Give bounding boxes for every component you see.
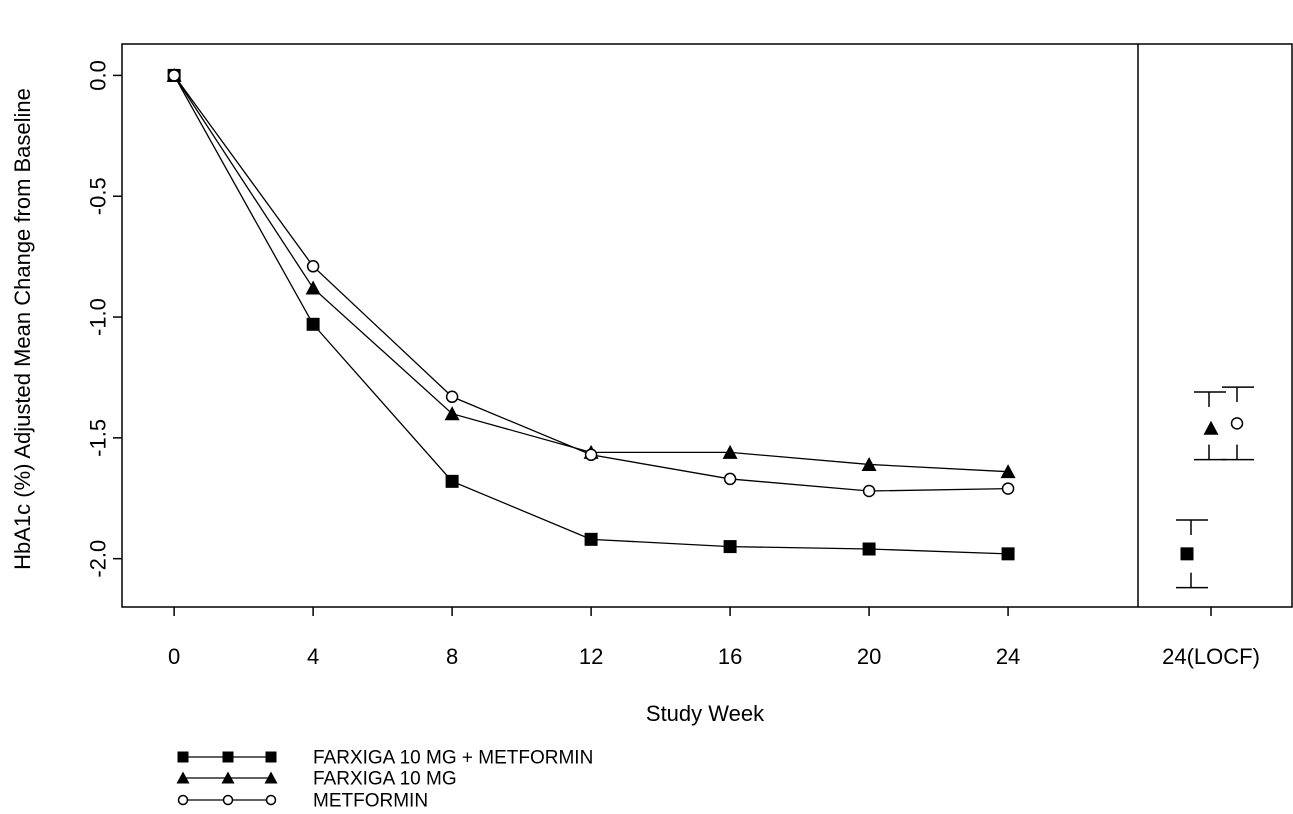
legend-label: METFORMIN: [313, 791, 428, 812]
data-point: [306, 260, 320, 273]
locf-tick-label: 24(LOCF): [1162, 644, 1260, 669]
locf-series-1: [1176, 519, 1208, 589]
series-3: [167, 69, 1015, 498]
data-point: [1001, 482, 1015, 495]
plot-frame: [121, 43, 1293, 608]
data-point: [584, 532, 598, 546]
data-point: [723, 540, 737, 554]
data-point: [306, 317, 320, 331]
series-1: [167, 68, 1015, 561]
axes: 0.0 -0.5 -1.0 -1.5 -2.0 0 4 8 12 16 20 24 24(LOCF): [86, 43, 1293, 669]
data-point: [861, 456, 877, 471]
data-point: [167, 69, 181, 82]
data-point: [584, 448, 598, 462]
legend-item-1: FARXIGA 10 MG + METFORMIN: [177, 748, 593, 769]
data-point: [444, 406, 460, 421]
legend-marker: [265, 794, 277, 806]
x-tick-label: 4: [307, 644, 319, 669]
legend-marker: [265, 751, 277, 763]
series-line: [173, 75, 1009, 555]
legend-item-3: METFORMIN: [177, 791, 428, 812]
series-line: [173, 75, 1009, 492]
legend-marker: [177, 794, 189, 806]
legend-marker: [176, 771, 190, 784]
y-tick-label: -2.0: [86, 540, 111, 578]
series-line: [173, 75, 1009, 473]
data-point: [445, 390, 459, 404]
legend-label: FARXIGA 10 MG + METFORMIN: [313, 748, 593, 769]
data-point: [862, 542, 876, 556]
data-point: [1000, 464, 1016, 479]
legend-marker: [222, 751, 234, 763]
plot-marks: [166, 67, 1254, 589]
x-axis-title: Study Week: [646, 701, 765, 726]
data-point: [305, 280, 321, 295]
y-tick-label: -0.5: [86, 177, 111, 215]
data-point: [445, 474, 459, 488]
data-point: [1001, 547, 1015, 561]
locf-series-2: [1194, 391, 1226, 461]
x-tick-label: 8: [446, 644, 458, 669]
data-point: [722, 444, 738, 459]
y-tick-label: 0.0: [86, 60, 111, 91]
y-tick-label: -1.5: [86, 419, 111, 457]
legend-marker: [222, 794, 234, 806]
legend-item-2: FARXIGA 10 MG: [176, 769, 457, 790]
legend-marker: [221, 771, 235, 784]
y-tick-label: -1.0: [86, 298, 111, 336]
data-point: [723, 472, 737, 486]
locf-point: [1203, 420, 1219, 435]
x-tick-label: 0: [168, 644, 180, 669]
locf-series-3: [1222, 386, 1254, 461]
legend-marker: [177, 751, 189, 763]
legend-marker: [264, 771, 278, 784]
x-tick-label: 12: [579, 644, 603, 669]
x-tick-label: 16: [718, 644, 742, 669]
locf-point: [1230, 417, 1244, 430]
locf-point: [1180, 547, 1194, 561]
x-tick-label: 20: [857, 644, 881, 669]
x-tick-label: 24: [996, 644, 1020, 669]
legend-label: FARXIGA 10 MG: [313, 769, 457, 790]
y-axis-title: HbA1c (%) Adjusted Mean Change from Base…: [10, 88, 35, 570]
data-point: [862, 484, 876, 498]
series-2: [166, 67, 1016, 479]
